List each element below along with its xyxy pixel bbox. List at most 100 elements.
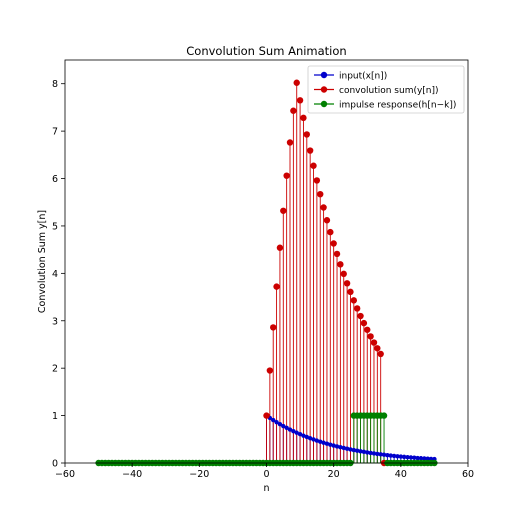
input-marker [375,451,380,457]
input-marker [401,454,407,460]
input-marker [405,455,410,460]
x-tick-label: 20 [328,469,340,480]
convolution-marker [327,228,334,236]
y-tick-label: 4 [52,269,58,280]
legend-marker-input [320,71,328,79]
convolution-marker [360,319,368,327]
convolution-marker [263,412,270,419]
axes-frame [64,59,469,464]
convolution-marker [273,283,280,290]
x-tick-label: −40 [122,469,142,480]
convolution-marker [340,270,347,278]
convolution-marker [303,131,310,138]
convolution-marker [306,147,314,154]
x-tick-label: 60 [462,469,474,480]
convolution-marker [320,204,327,211]
input-marker [274,419,279,425]
input-marker [348,447,353,452]
input-marker [291,429,296,434]
input-marker [307,436,313,441]
convolution-marker [374,345,381,352]
legend-label-convolution: convolution sum(y[n]) [339,86,439,96]
convolution-marker [353,305,361,312]
input-marker [354,448,360,453]
y-tick-label: 1 [52,411,58,422]
x-tick-label: −20 [189,469,209,480]
input-marker [314,438,320,443]
input-marker [304,434,309,440]
legend-label-input: input(x[n]) [339,71,387,81]
chart-title: Convolution Sum Animation [186,44,346,58]
input-marker [297,432,303,437]
convolution-marker [286,139,294,146]
y-tick-label: 7 [52,127,58,138]
x-axis-label: n [263,483,269,494]
convolution-marker [347,288,354,296]
input-marker [311,437,316,442]
input-marker [425,456,430,461]
convolution-marker [293,79,300,86]
input-marker [371,451,377,456]
convolution-marker [350,297,358,304]
input-marker [381,452,387,457]
y-axis-label: Convolution Sum y[n] [37,210,48,313]
convolution-marker [280,207,287,214]
markers-layer [95,79,438,467]
input-marker [321,440,326,445]
input-marker [344,446,350,451]
input-marker [368,450,373,456]
input-marker [412,455,417,460]
input-marker [284,425,289,431]
input-marker [365,450,370,455]
input-marker [324,441,330,446]
convolution-marker [377,350,384,358]
convolution-marker [357,312,364,320]
y-tick-label: 8 [52,79,58,90]
input-marker [281,423,286,429]
input-marker [331,443,336,448]
legend-marker-impulse [320,100,328,108]
convolution-marker [310,162,317,169]
input-marker [294,430,299,435]
x-tick-label: 40 [395,469,407,480]
input-marker [287,427,293,432]
input-marker [301,433,306,438]
convolution-marker [270,324,277,331]
convolution-marker [283,172,290,179]
y-tick-label: 0 [52,459,58,470]
input-marker [388,453,393,458]
convolution-marker [276,244,284,251]
y-tick-label: 6 [52,174,58,185]
convolution-marker [323,217,331,224]
convolution-marker [330,240,337,247]
input-marker [395,454,400,459]
x-tick-label: −60 [55,469,75,480]
y-tick-label: 3 [52,316,58,327]
input-marker [351,447,357,453]
convolution-marker [266,367,274,374]
input-marker [358,449,363,454]
legend: input(x[n]) convolution sum(y[n]) impulse … [307,65,465,114]
convolution-marker [333,250,341,258]
input-marker [408,455,414,460]
input-marker [418,456,424,461]
convolution-marker [313,177,321,184]
convolution-marker [317,190,324,198]
impulse-marker [380,412,388,419]
input-marker [341,445,346,451]
legend-box [307,65,465,114]
ticks-layer: −60 −40 −20 0 20 40 60 0 1 2 3 4 5 6 7 8 [52,79,474,480]
convolution-marker [343,280,351,287]
input-marker [378,452,383,457]
stems-layer [98,82,435,464]
y-tick-label: 2 [52,364,58,375]
input-marker [328,442,333,447]
legend-entries: input(x[n]) convolution sum(y[n]) impulse … [314,71,456,110]
convolution-marker [364,326,371,333]
convolution-marker [367,333,374,340]
input-marker [422,456,427,461]
input-marker [271,417,276,423]
input-marker [338,445,343,450]
y-tick-label: 5 [52,221,58,232]
convolution-marker [300,114,307,122]
